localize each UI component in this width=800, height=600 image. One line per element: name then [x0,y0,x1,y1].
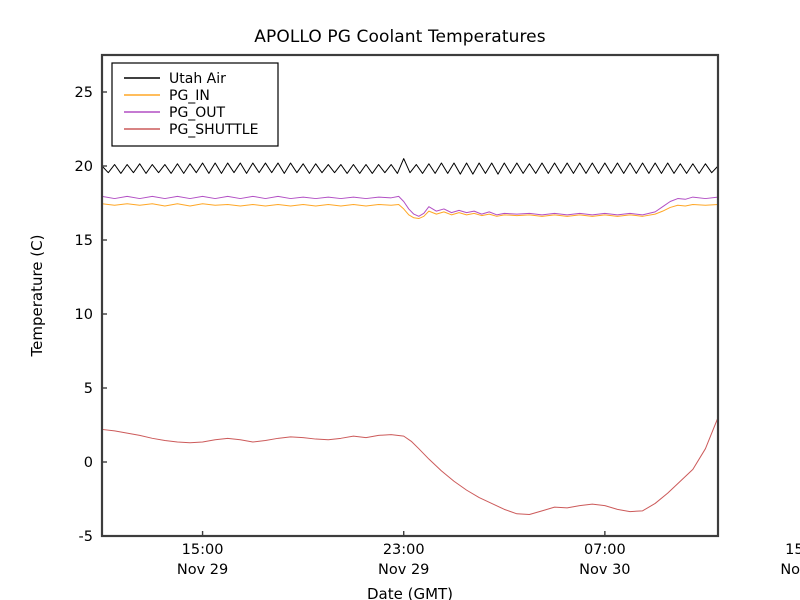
x-tick-label-time: 23:00 [383,542,425,558]
x-tick-label-date: Nov 30 [780,562,800,578]
x-axis-label: Date (GMT) [367,585,453,600]
x-tick-label-date: Nov 30 [579,562,630,578]
x-tick-label-date: Nov 29 [177,562,228,578]
axes-group [100,53,720,538]
x-tick-label-date: Nov 29 [378,562,429,578]
y-tick-label: 20 [75,159,93,175]
y-tick-label: 10 [75,307,93,323]
legend-label-pg-shuttle: PG_SHUTTLE [169,122,258,138]
series-line-utah air [101,158,719,175]
series-line-pg-out [101,195,719,217]
y-tick-label: 15 [75,233,93,249]
legend-label-pg-in: PG_IN [169,88,210,104]
x-tick-label-time: 07:00 [584,542,626,558]
ticks-group: -5 0 5 10 15 20 25 15:00 Nov 29 23:00 Nov 29 07:00 N… [75,85,800,578]
legend-label-utah-air: Utah Air [169,71,226,87]
axis-labels-group: Date (GMT) Temperature (C) [28,235,453,600]
y-tick-label: 5 [84,381,93,397]
legend-label-pg-out: PG_OUT [169,105,226,121]
y-tick-label: 25 [75,85,93,101]
legend-box [111,62,279,147]
y-tick-label: -5 [79,529,93,545]
x-tick-label-time: 15:00 [182,542,224,558]
y-tick-label: 0 [84,455,93,471]
series-group [101,158,719,516]
x-tick-label-time: 15:00 [785,542,800,558]
series-line-pg-in [101,203,719,220]
series-line-pg-shuttle [101,417,719,516]
chart-title: APOLLO PG Coolant Temperatures [254,27,546,47]
y-axis-label: Temperature (C) [28,235,46,358]
plot-border [100,53,720,538]
